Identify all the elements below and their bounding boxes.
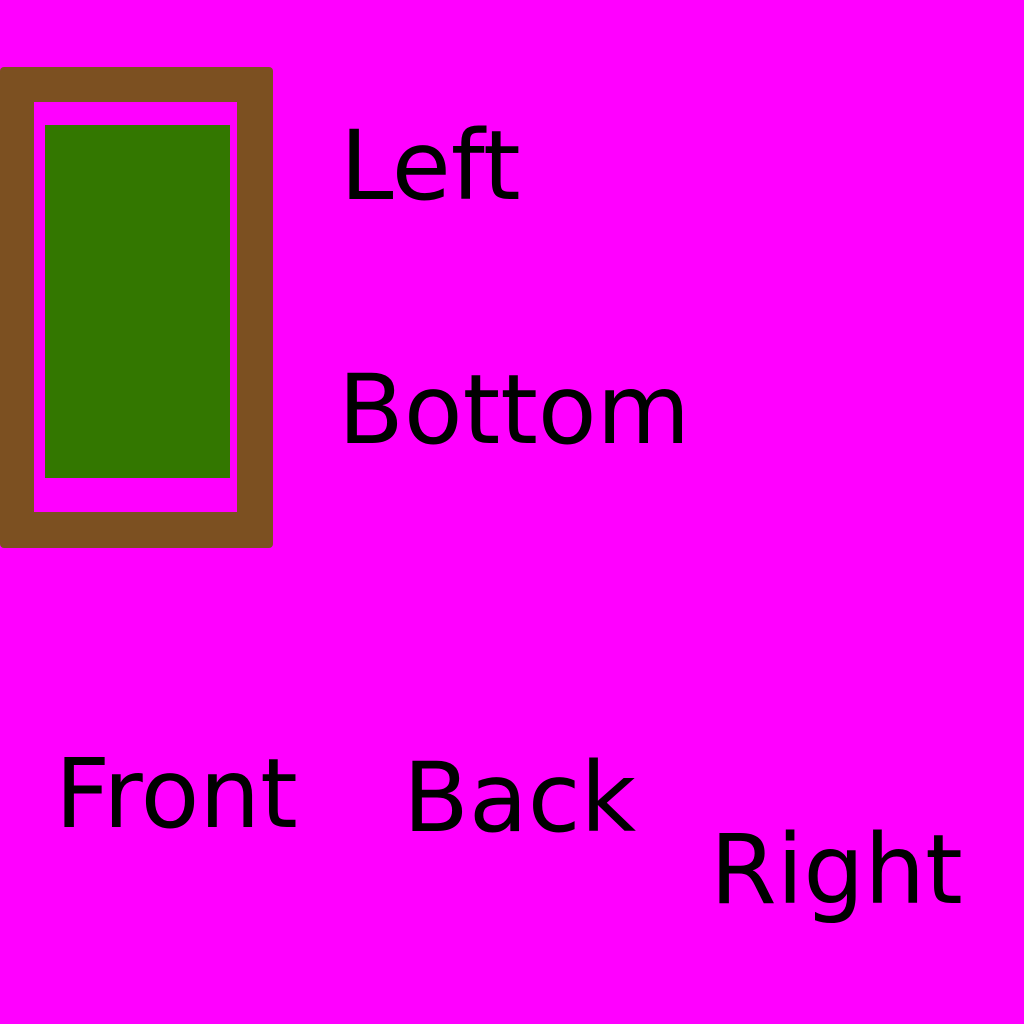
label-left: Left <box>340 110 521 222</box>
label-right: Right <box>710 814 963 926</box>
label-back: Back <box>403 742 637 854</box>
label-bottom: Bottom <box>338 354 691 466</box>
label-front: Front <box>55 738 298 850</box>
green-panel <box>45 125 230 478</box>
